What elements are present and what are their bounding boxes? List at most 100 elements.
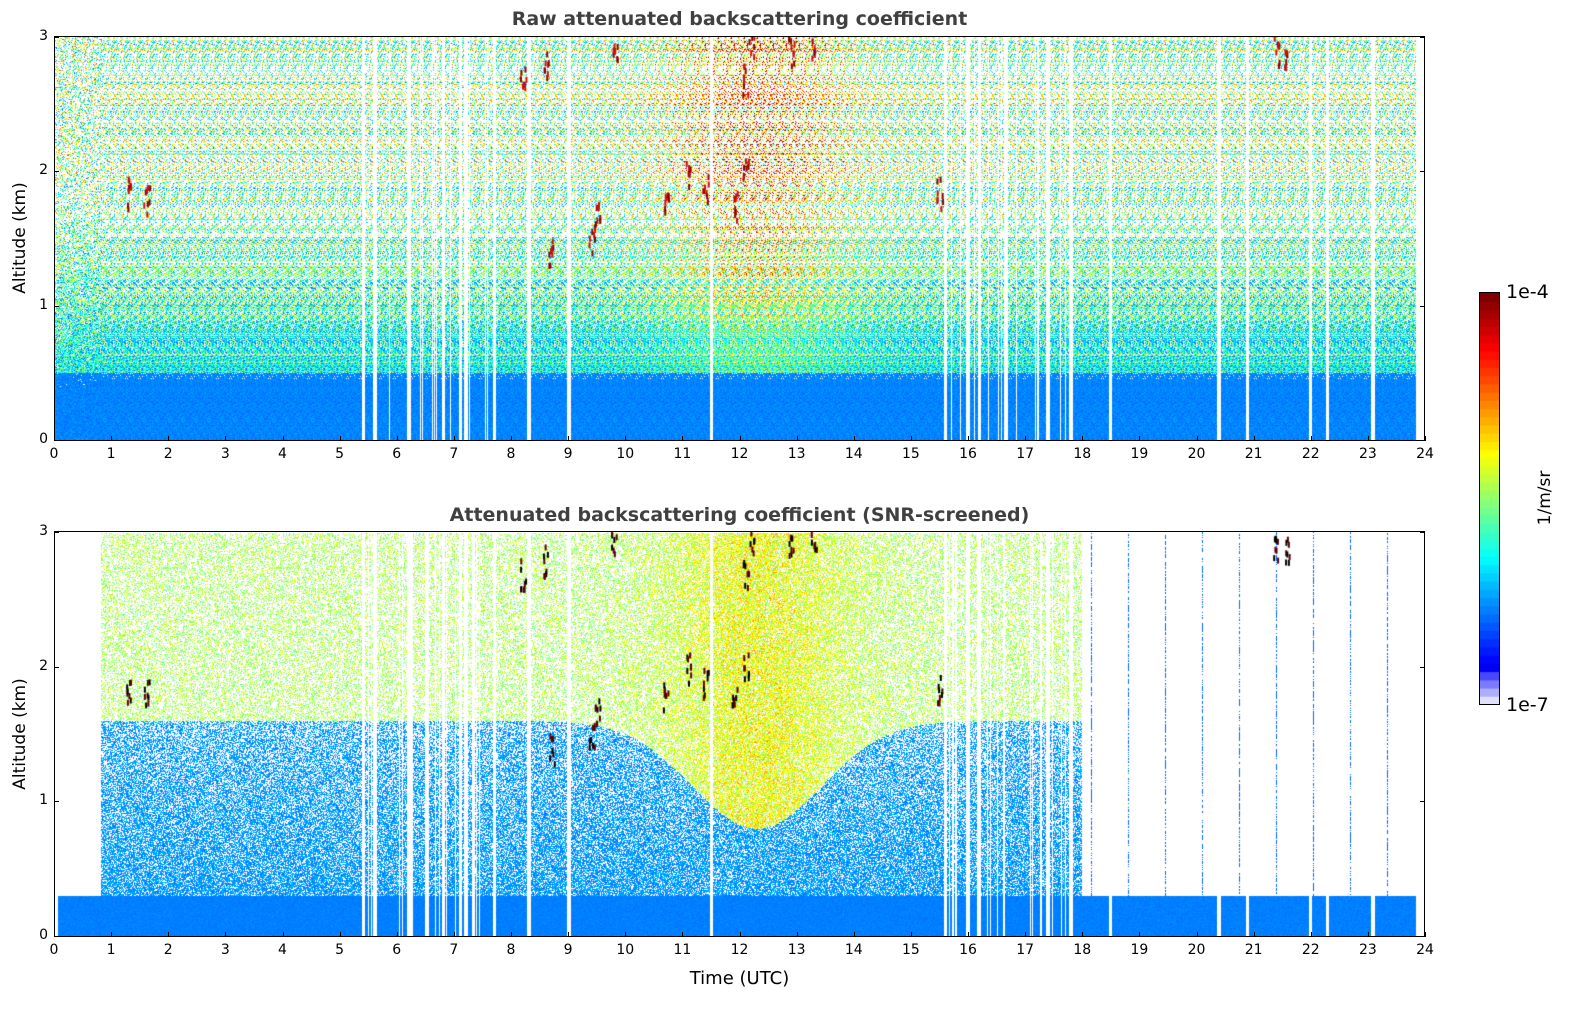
y-tick-mark (1420, 532, 1425, 533)
x-tick-label: 0 (49, 446, 59, 462)
x-tick-mark (910, 932, 912, 937)
x-tick-mark (910, 436, 912, 441)
y-tick-mark (1420, 666, 1425, 668)
y-tick-mark (1420, 171, 1425, 173)
x-tick-label: 18 (1073, 942, 1092, 958)
x-tick-label: 23 (1358, 942, 1377, 958)
x-tick-mark (1139, 436, 1141, 441)
y-tick-label: 2 (39, 162, 48, 179)
colorbar-unit-label: 1/m/sr (1535, 470, 1555, 526)
y-tick-mark (1420, 936, 1425, 937)
x-tick-label: 11 (673, 942, 692, 958)
x-tick-mark (225, 932, 227, 937)
y-tick-mark (54, 171, 59, 173)
y-tick-mark (54, 532, 59, 533)
y-tick-label: 2 (39, 657, 48, 674)
bottom-y-axis-label: Altitude (km) (10, 678, 30, 790)
x-tick-mark (625, 436, 627, 441)
x-tick-mark (1253, 436, 1255, 441)
x-tick-mark (54, 932, 55, 937)
x-tick-label: 13 (787, 446, 806, 462)
x-tick-label: 12 (730, 942, 749, 958)
x-tick-label: 18 (1073, 446, 1092, 462)
x-tick-label: 4 (278, 942, 287, 958)
x-tick-mark (1139, 932, 1141, 937)
x-tick-mark (54, 436, 55, 441)
x-tick-mark (111, 436, 113, 441)
y-tick-mark (1420, 305, 1425, 307)
x-tick-mark (511, 436, 512, 441)
y-tick-label: 3 (39, 523, 48, 539)
x-tick-mark (1253, 932, 1255, 937)
x-tick-label: 1 (106, 942, 116, 958)
x-tick-label: 14 (844, 942, 863, 958)
top-chart-title: Raw attenuated backscattering coefficien… (511, 8, 968, 30)
x-tick-label: 5 (335, 446, 345, 462)
x-tick-mark (453, 436, 455, 441)
y-tick-mark (54, 936, 59, 937)
x-tick-label: 16 (959, 446, 977, 462)
x-tick-mark (1082, 932, 1084, 937)
top-y-axis-label: Altitude (km) (10, 182, 30, 294)
x-tick-mark (568, 932, 570, 937)
x-tick-mark (1425, 932, 1426, 937)
x-tick-label: 6 (392, 942, 402, 958)
x-tick-label: 10 (616, 942, 635, 958)
x-tick-label: 9 (563, 446, 573, 462)
x-tick-label: 20 (1187, 446, 1206, 462)
x-tick-mark (396, 932, 398, 937)
x-tick-mark (1310, 932, 1312, 937)
x-tick-label: 14 (844, 446, 863, 462)
x-tick-label: 5 (335, 942, 345, 958)
x-tick-label: 11 (673, 446, 692, 462)
x-tick-label: 21 (1244, 446, 1263, 462)
x-tick-label: 2 (163, 446, 173, 462)
y-tick-label: 1 (39, 792, 48, 809)
y-tick-label: 0 (39, 431, 48, 447)
x-tick-label: 19 (1130, 446, 1149, 462)
y-tick-mark (54, 440, 59, 441)
x-tick-label: 20 (1187, 942, 1206, 958)
y-tick-label: 0 (39, 927, 48, 943)
x-tick-mark (1196, 932, 1198, 937)
x-tick-label: 10 (616, 446, 635, 462)
screened-backscatter-heatmap (54, 531, 1425, 937)
x-tick-label: 6 (392, 446, 402, 462)
x-tick-mark (682, 436, 684, 441)
colorbar (1479, 292, 1500, 705)
x-tick-label: 2 (163, 942, 173, 958)
x-tick-label: 7 (449, 446, 459, 462)
x-tick-label: 24 (1416, 446, 1434, 462)
x-tick-label: 3 (220, 446, 230, 462)
x-tick-mark (1310, 436, 1312, 441)
x-tick-label: 15 (901, 446, 920, 462)
colorbar-min-label: 1e-7 (1506, 694, 1549, 716)
x-tick-mark (453, 932, 455, 937)
x-tick-mark (968, 932, 969, 937)
x-tick-label: 19 (1130, 942, 1149, 958)
x-tick-mark (796, 932, 798, 937)
x-tick-label: 16 (959, 942, 977, 958)
x-axis-label: Time (UTC) (689, 968, 790, 989)
x-tick-mark (396, 436, 398, 441)
y-tick-mark (54, 666, 59, 668)
x-tick-mark (1025, 932, 1027, 937)
x-tick-label: 1 (106, 446, 116, 462)
x-tick-label: 17 (1016, 942, 1035, 958)
x-tick-mark (511, 932, 512, 937)
x-tick-mark (1367, 436, 1369, 441)
x-tick-mark (168, 436, 170, 441)
x-tick-mark (739, 436, 741, 441)
x-tick-mark (339, 436, 341, 441)
colorbar-max-label: 1e-4 (1506, 281, 1549, 303)
x-tick-mark (111, 932, 113, 937)
y-tick-mark (54, 305, 59, 307)
x-tick-mark (853, 436, 855, 441)
y-tick-mark (1420, 440, 1425, 441)
x-tick-label: 23 (1358, 446, 1377, 462)
x-tick-mark (853, 932, 855, 937)
x-tick-label: 17 (1016, 446, 1035, 462)
x-tick-label: 12 (730, 446, 749, 462)
x-tick-label: 8 (506, 942, 516, 958)
x-tick-label: 13 (787, 942, 806, 958)
